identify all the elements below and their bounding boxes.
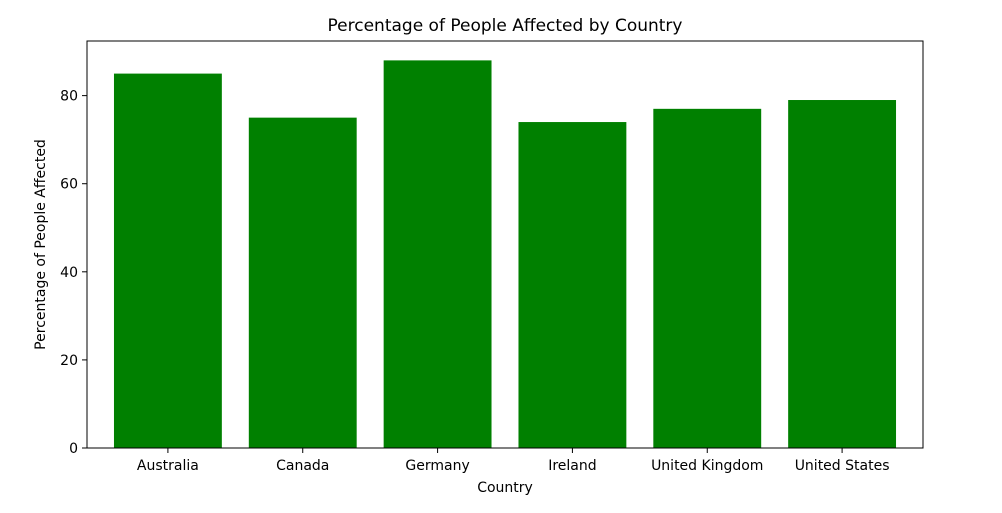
bars-group [113, 60, 897, 449]
chart-title: Percentage of People Affected by Country [328, 16, 683, 36]
plot-frame [86, 40, 924, 449]
x-axis: Australia Canada Germany Ireland United King… [137, 448, 890, 474]
y-tick-label: 20 [60, 353, 78, 369]
bar-canada [248, 117, 357, 448]
bar-germany [383, 60, 492, 448]
x-tick-label: United Kingdom [651, 458, 763, 474]
y-axis-label: Percentage of People Affected [33, 139, 49, 350]
y-tick-label: 0 [69, 441, 78, 457]
y-tick-label: 60 [60, 177, 78, 193]
y-tick-label: 80 [60, 89, 78, 105]
x-tick-label: Canada [276, 458, 329, 474]
bar-ireland [518, 122, 627, 449]
x-tick-label: United States [795, 458, 890, 474]
x-tick-label: Germany [405, 458, 469, 474]
y-axis: 0 20 40 60 80 [60, 89, 87, 457]
bar-united-states [788, 100, 897, 449]
y-tick-label: 40 [60, 265, 78, 281]
bar-united-kingdom [653, 108, 762, 448]
x-axis-label: Country [477, 480, 533, 496]
bar-australia [113, 73, 222, 448]
x-tick-label: Ireland [548, 458, 596, 474]
x-tick-label: Australia [137, 458, 199, 474]
